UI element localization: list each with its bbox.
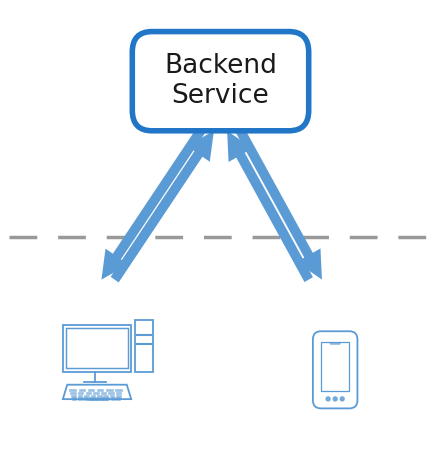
FancyBboxPatch shape bbox=[116, 395, 121, 397]
FancyBboxPatch shape bbox=[100, 397, 104, 400]
Circle shape bbox=[340, 396, 345, 402]
FancyBboxPatch shape bbox=[71, 395, 76, 397]
Polygon shape bbox=[101, 128, 205, 280]
Polygon shape bbox=[227, 131, 313, 282]
FancyBboxPatch shape bbox=[70, 391, 76, 394]
FancyBboxPatch shape bbox=[88, 389, 94, 391]
FancyBboxPatch shape bbox=[110, 395, 114, 397]
FancyBboxPatch shape bbox=[97, 389, 104, 391]
Polygon shape bbox=[111, 131, 214, 282]
FancyBboxPatch shape bbox=[78, 389, 85, 391]
FancyBboxPatch shape bbox=[313, 331, 357, 409]
FancyBboxPatch shape bbox=[90, 395, 95, 397]
FancyBboxPatch shape bbox=[101, 391, 106, 394]
FancyBboxPatch shape bbox=[94, 397, 98, 400]
FancyBboxPatch shape bbox=[321, 342, 349, 391]
FancyBboxPatch shape bbox=[97, 395, 101, 397]
FancyBboxPatch shape bbox=[93, 391, 98, 394]
FancyBboxPatch shape bbox=[78, 391, 83, 394]
FancyBboxPatch shape bbox=[72, 397, 76, 400]
FancyBboxPatch shape bbox=[105, 397, 109, 400]
FancyBboxPatch shape bbox=[86, 391, 91, 394]
Polygon shape bbox=[236, 129, 322, 280]
FancyBboxPatch shape bbox=[86, 398, 108, 400]
FancyBboxPatch shape bbox=[116, 397, 120, 400]
FancyBboxPatch shape bbox=[63, 325, 131, 372]
FancyBboxPatch shape bbox=[67, 328, 128, 368]
FancyBboxPatch shape bbox=[78, 397, 82, 400]
FancyBboxPatch shape bbox=[108, 391, 114, 394]
FancyBboxPatch shape bbox=[329, 342, 341, 345]
FancyBboxPatch shape bbox=[116, 389, 122, 391]
FancyBboxPatch shape bbox=[78, 395, 82, 397]
FancyBboxPatch shape bbox=[135, 320, 153, 372]
FancyBboxPatch shape bbox=[84, 395, 89, 397]
FancyBboxPatch shape bbox=[132, 32, 309, 131]
Text: Backend
Service: Backend Service bbox=[164, 53, 277, 109]
FancyBboxPatch shape bbox=[116, 391, 121, 394]
FancyBboxPatch shape bbox=[70, 389, 76, 391]
FancyBboxPatch shape bbox=[83, 397, 87, 400]
FancyBboxPatch shape bbox=[111, 397, 115, 400]
FancyBboxPatch shape bbox=[104, 395, 108, 397]
Circle shape bbox=[333, 396, 338, 402]
FancyBboxPatch shape bbox=[89, 397, 93, 400]
Circle shape bbox=[325, 396, 331, 402]
Polygon shape bbox=[63, 385, 131, 399]
FancyBboxPatch shape bbox=[106, 389, 112, 391]
